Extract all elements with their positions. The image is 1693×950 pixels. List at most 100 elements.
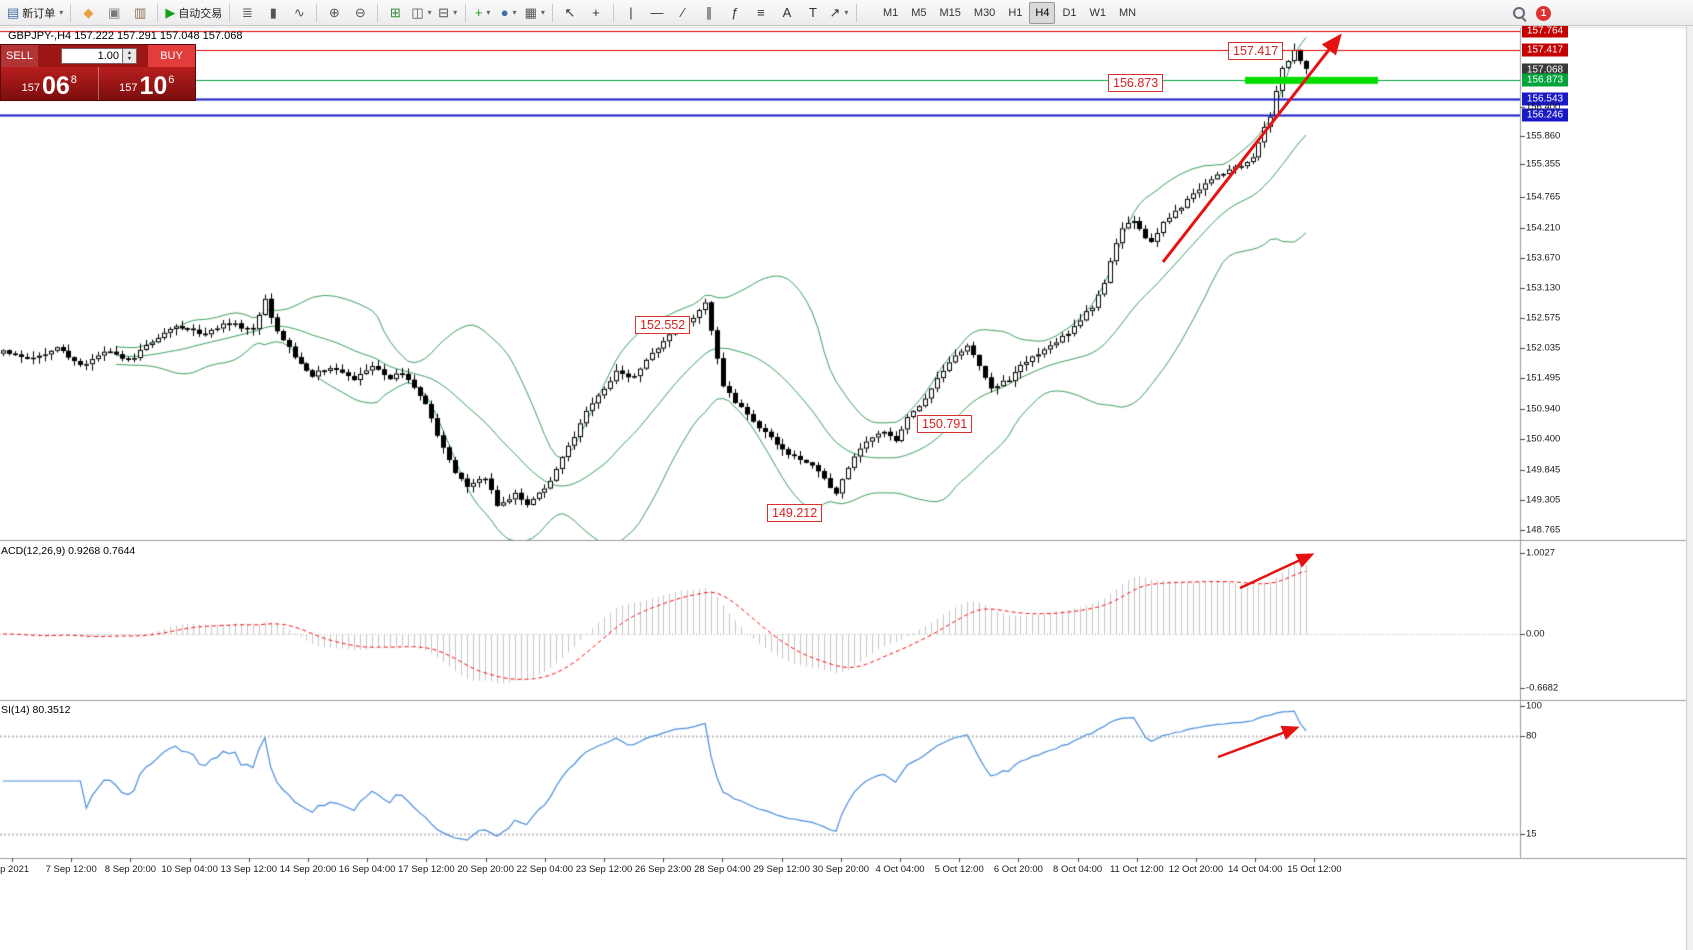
price-annotation-150.791[interactable]: 150.791	[917, 415, 973, 433]
trendline-button[interactable]: ∕	[670, 2, 696, 24]
buy-button[interactable]: BUY	[148, 45, 195, 67]
price-axis-label-156.246: 156.246	[1522, 108, 1568, 122]
new-order-icon: ▤	[7, 5, 20, 20]
horizontal-line-button[interactable]: —	[644, 2, 670, 24]
timeframe-m15[interactable]: M15	[939, 6, 961, 19]
sell-button[interactable]: SELL	[1, 45, 38, 67]
stepper-down-icon[interactable]: ▼	[126, 56, 133, 62]
vertical-line-button[interactable]: |	[618, 2, 644, 24]
timeframe-w1[interactable]: W1	[1089, 6, 1107, 19]
time-axis-label: 12 Oct 20:00	[1168, 864, 1224, 875]
time-axis-label: 8 Sep 20:00	[104, 864, 157, 875]
arrange-windows-button[interactable]: ⊟ ▾	[435, 2, 461, 24]
price-axis-label-154.210: 154.210	[1526, 222, 1561, 234]
channel-button[interactable]: ∥	[696, 2, 722, 24]
zoom-out-button[interactable]: ⊖	[347, 2, 373, 24]
tile-windows-button[interactable]: ⊞	[382, 2, 408, 24]
profiles-button[interactable]: ▣	[101, 2, 127, 24]
toolbar-separator	[70, 3, 72, 22]
timeframe-h1[interactable]: H1	[1008, 6, 1023, 19]
crosshair-icon: +	[592, 5, 600, 20]
sell-price-sup: 8	[70, 74, 77, 86]
autotrade-button[interactable]: ▶ 自动交易	[162, 2, 225, 24]
chart-ohlc-title: GBPJPY-,H4 157.222 157.291 157.048 157.0…	[8, 30, 243, 42]
mailbox-icon: ▥	[134, 5, 147, 20]
line-chart-button[interactable]: ∿	[286, 2, 312, 24]
fibonacci-button[interactable]: ƒ	[722, 2, 748, 24]
price-axis-label-149.305: 149.305	[1526, 494, 1561, 506]
price-axis-label-157.764: 157.764	[1522, 24, 1568, 38]
new-order-button[interactable]: ▤ 新订单 ▾	[4, 2, 66, 24]
mailbox-button[interactable]: ▥	[127, 2, 153, 24]
stepper-up-icon[interactable]: ▲	[126, 50, 133, 56]
time-axis-label: 15 Oct 12:00	[1287, 864, 1342, 875]
rsi-indicator-label: SI(14) 80.3512	[1, 704, 71, 716]
time-axis-label: 16 Sep 04:00	[338, 864, 396, 875]
arrange-windows-icon: ⊟	[438, 5, 450, 20]
time-axis-label: 23 Sep 12:00	[575, 864, 633, 875]
toolbar-separator	[316, 3, 318, 22]
cursor-icon: ↖	[564, 5, 576, 20]
trade-panel-price-row: 157 06 8 157 10 6	[1, 67, 195, 100]
chevron-down-icon: ▾	[512, 8, 517, 17]
sell-price-button[interactable]: 157 06 8	[1, 67, 98, 100]
horizontal-line-icon: —	[650, 5, 664, 20]
tile-windows-icon: ⊞	[389, 5, 401, 20]
time-axis-label: 5 Oct 12:00	[934, 864, 984, 875]
macd-axis-label-0.00: 0.00	[1526, 628, 1545, 640]
price-annotation-157.417[interactable]: 157.417	[1228, 42, 1284, 60]
search-icon[interactable]	[1512, 6, 1527, 21]
templates-button[interactable]: ▦ ▾	[522, 2, 548, 24]
volume-control: 1.00 ▲ ▼	[61, 48, 137, 64]
timeframe-m1[interactable]: M1	[882, 6, 899, 19]
volume-input[interactable]: 1.00	[61, 48, 123, 64]
buy-price-sup: 6	[168, 74, 175, 86]
crosshair-button[interactable]: +	[583, 2, 609, 24]
price-annotation-149.212[interactable]: 149.212	[767, 504, 823, 522]
equidistant-icon: ≡	[757, 5, 765, 20]
text-label-icon: T	[808, 5, 817, 20]
indicators-icon: +	[474, 5, 483, 20]
buy-price-button[interactable]: 157 10 6	[97, 67, 196, 100]
arrows-objects-button[interactable]: ↗ ▾	[826, 2, 852, 24]
new-order-button-label: 新订单	[22, 7, 56, 20]
time-axis-label: 28 Sep 04:00	[694, 864, 751, 875]
timeframe-mn[interactable]: MN	[1119, 6, 1137, 19]
price-annotation-152.552[interactable]: 152.552	[635, 316, 691, 334]
price-axis-label-151.495: 151.495	[1526, 372, 1561, 384]
chevron-down-icon: ▾	[453, 8, 458, 17]
autotrade-button-label: 自动交易	[178, 7, 223, 20]
text-label-button[interactable]: T	[800, 2, 826, 24]
equidistant-button[interactable]: ≡	[748, 2, 774, 24]
periods-button[interactable]: ● ▾	[496, 2, 522, 24]
cascade-windows-button[interactable]: ◫ ▾	[408, 2, 434, 24]
zoom-in-icon: ⊕	[328, 5, 340, 20]
toolbar: ▤ 新订单 ▾ ◆ ▣ ▥ ▶ 自动交易 ≣ ▮ ∿ ⊕ ⊖ ⊞ ◫ ▾ ⊟ ▾ + ▾ ● ▾ ▦ ▾ ↖ + | — ∕ ∥ ƒ ≡ A T ↗…	[0, 0, 1693, 26]
time-axis-label: 6 Oct 20:00	[993, 864, 1043, 875]
rsi-axis-label-80: 80	[1526, 730, 1537, 742]
cursor-button[interactable]: ↖	[557, 2, 583, 24]
timeframe-d1[interactable]: D1	[1062, 6, 1077, 19]
toolbar-separator	[377, 3, 379, 22]
zoom-in-button[interactable]: ⊕	[321, 2, 347, 24]
one-click-trading-panel: SELL 1.00 ▲ ▼ BUY 157 06 8 157 10 6	[0, 44, 196, 101]
bars-chart-button[interactable]: ≣	[234, 2, 260, 24]
price-axis-label-152.035: 152.035	[1526, 342, 1561, 354]
candles-chart-button[interactable]: ▮	[260, 2, 286, 24]
timeframe-m30[interactable]: M30	[973, 6, 996, 19]
macd-axis-label--0.6682: -0.6682	[1526, 682, 1559, 694]
text-icon: A	[782, 5, 792, 20]
timeframe-h4[interactable]: H4	[1029, 1, 1056, 24]
price-annotation-156.873[interactable]: 156.873	[1108, 74, 1164, 92]
notification-badge[interactable]: 1	[1536, 5, 1551, 21]
indicators-button[interactable]: + ▾	[470, 2, 496, 24]
chevron-down-icon: ▾	[540, 8, 545, 17]
time-axis-label: 11 Oct 12:00	[1109, 864, 1164, 875]
volume-stepper[interactable]: ▲ ▼	[123, 48, 137, 64]
text-button[interactable]: A	[774, 2, 800, 24]
chevron-down-icon: ▾	[427, 8, 432, 17]
metaeditor-button[interactable]: ◆	[75, 2, 101, 24]
timeframe-m5[interactable]: M5	[911, 6, 927, 19]
